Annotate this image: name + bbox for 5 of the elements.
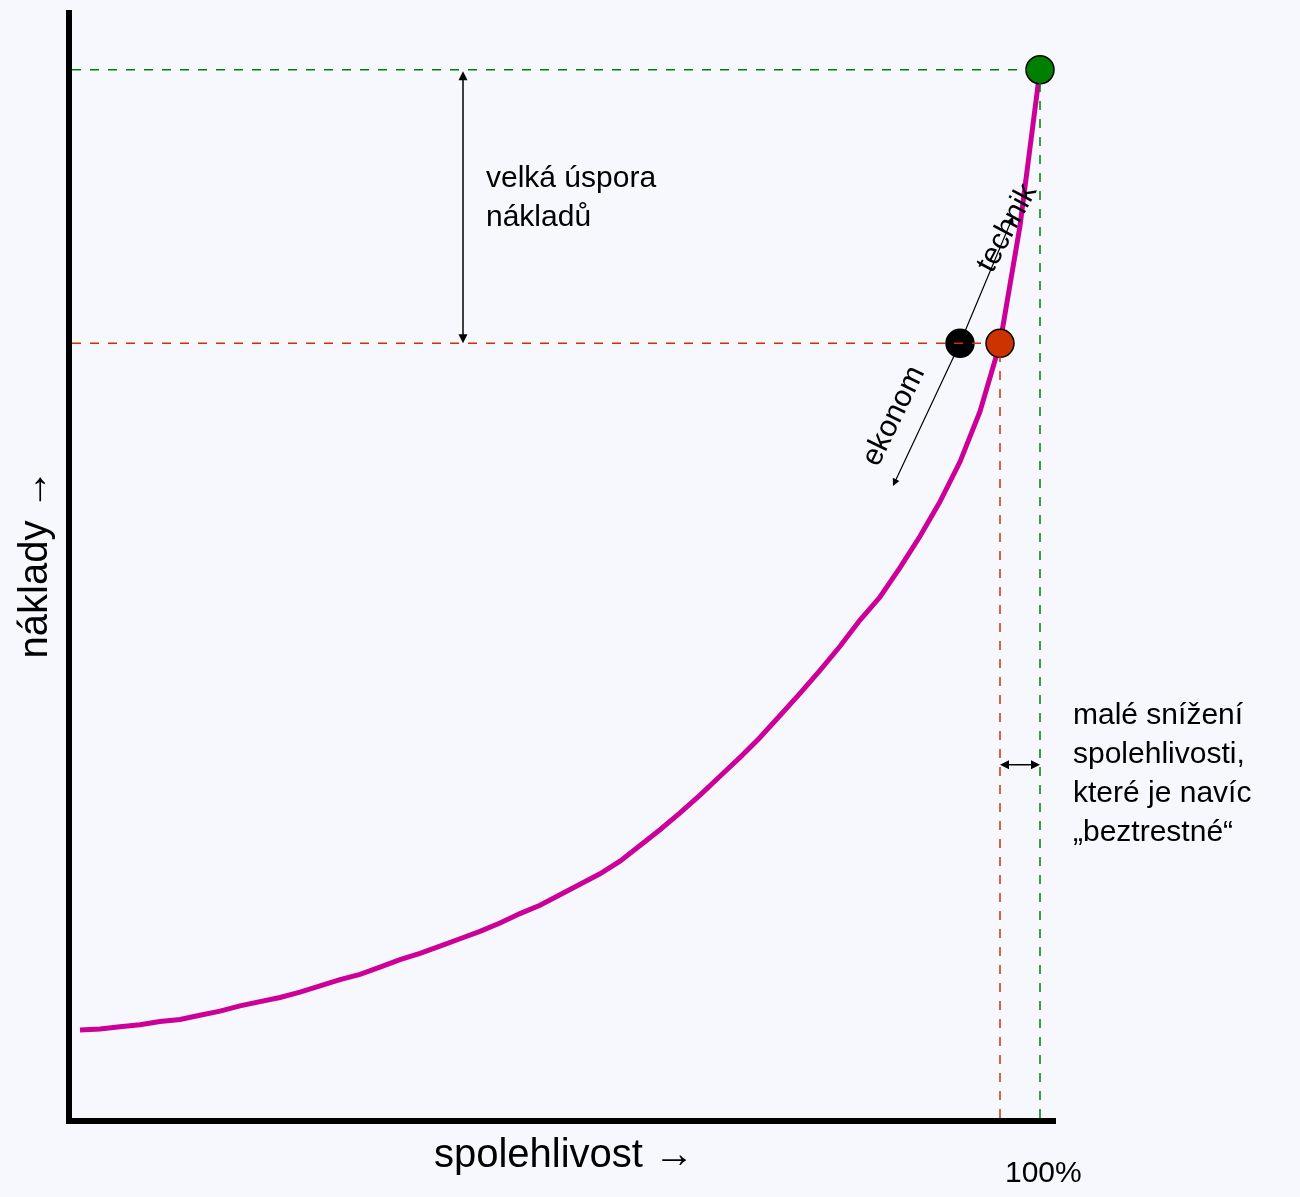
text: 100%	[1005, 1155, 1082, 1188]
annotation: velká úspora nákladů	[486, 160, 657, 232]
text: malé snížení spolehlivosti, které je navíc „beztrestné“	[1073, 697, 1252, 847]
y-axis-title: náklady →	[11, 469, 55, 659]
x-axis-title: spolehlivost →	[433, 1131, 695, 1175]
